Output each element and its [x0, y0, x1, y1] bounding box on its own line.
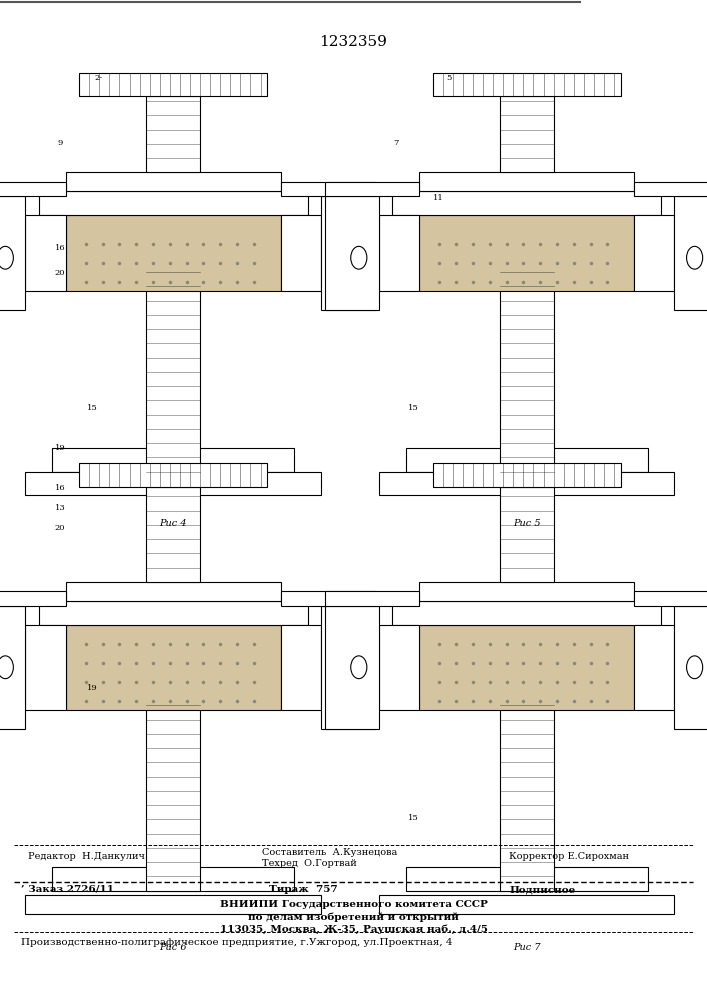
Bar — [500, 96, 554, 172]
Circle shape — [351, 246, 367, 269]
Bar — [281, 624, 321, 710]
Bar — [146, 262, 200, 472]
Text: 20: 20 — [55, 524, 65, 532]
Text: 2-: 2- — [95, 74, 103, 82]
Bar — [500, 691, 554, 891]
Text: 15: 15 — [408, 814, 419, 822]
Bar — [281, 182, 375, 196]
Bar — [66, 172, 281, 191]
Bar — [0, 606, 25, 729]
Bar — [66, 582, 281, 601]
Bar — [325, 182, 419, 196]
Bar — [379, 895, 674, 914]
Text: 9: 9 — [57, 139, 63, 147]
Bar — [392, 601, 661, 624]
Text: 7: 7 — [393, 139, 399, 147]
Bar — [25, 895, 321, 914]
Text: 11: 11 — [433, 194, 444, 202]
Bar — [52, 448, 294, 472]
Bar — [433, 463, 621, 487]
Bar — [634, 591, 707, 606]
Text: Техред  О.Гортвай: Техред О.Гортвай — [262, 859, 356, 868]
Circle shape — [686, 656, 703, 679]
Bar — [146, 487, 200, 582]
Circle shape — [351, 656, 367, 679]
Bar — [39, 601, 308, 624]
Text: 15: 15 — [86, 404, 98, 412]
Bar — [0, 182, 66, 196]
Bar — [325, 606, 379, 729]
Text: ВНИИПИ Государственного комитета СССР: ВНИИПИ Государственного комитета СССР — [220, 900, 487, 909]
Bar — [419, 172, 634, 191]
Bar — [146, 691, 200, 891]
Bar — [433, 73, 621, 96]
Circle shape — [333, 656, 349, 679]
Bar — [634, 215, 674, 291]
Text: Корректор Е.Сирохман: Корректор Е.Сирохман — [509, 852, 629, 861]
Text: 20: 20 — [55, 269, 65, 277]
Bar — [406, 867, 648, 891]
Text: Подписное: Подписное — [509, 885, 575, 894]
Text: 19: 19 — [86, 684, 98, 692]
Text: 16: 16 — [54, 244, 66, 252]
Bar — [281, 591, 375, 606]
Text: 16: 16 — [54, 484, 66, 492]
Text: 15: 15 — [408, 404, 419, 412]
Bar — [39, 191, 308, 215]
Bar — [146, 96, 200, 172]
Circle shape — [333, 246, 349, 269]
Bar — [419, 215, 634, 291]
Bar — [0, 591, 66, 606]
Bar — [392, 191, 661, 215]
Bar — [406, 448, 648, 472]
Bar — [674, 606, 707, 729]
Text: Рис 4: Рис 4 — [159, 519, 187, 528]
Bar — [25, 624, 66, 710]
Bar — [25, 472, 321, 495]
Bar — [634, 182, 707, 196]
Circle shape — [0, 246, 13, 269]
Bar — [52, 867, 294, 891]
Bar — [379, 624, 419, 710]
Bar — [325, 196, 379, 310]
Text: 5: 5 — [446, 74, 452, 82]
Bar — [281, 215, 321, 291]
Bar — [500, 487, 554, 582]
Bar — [66, 215, 281, 291]
Bar — [419, 624, 634, 710]
Text: 113035, Москва, Ж-35, Раушская наб., д.4/5: 113035, Москва, Ж-35, Раушская наб., д.4… — [220, 924, 487, 934]
Text: Производственно-полиграфическое предприятие, г.Ужгород, ул.Проектная, 4: Производственно-полиграфическое предприя… — [21, 938, 452, 947]
Bar — [0, 196, 25, 310]
Text: по делам изобретений и открытий: по делам изобретений и открытий — [248, 912, 459, 922]
Bar — [634, 624, 674, 710]
Bar — [379, 472, 674, 495]
Text: 13: 13 — [54, 504, 66, 512]
Text: Редактор  Н.Данкулич: Редактор Н.Данкулич — [28, 852, 145, 861]
Bar — [674, 196, 707, 310]
Bar — [79, 463, 267, 487]
Text: Составитель  А.Кузнецова: Составитель А.Кузнецова — [262, 848, 397, 857]
Bar — [79, 73, 267, 96]
Text: Рис 7: Рис 7 — [513, 943, 541, 952]
Bar — [321, 196, 375, 310]
Text: Рис 5: Рис 5 — [513, 519, 541, 528]
Text: 19: 19 — [54, 444, 66, 452]
Bar — [419, 582, 634, 601]
Circle shape — [686, 246, 703, 269]
Bar — [500, 262, 554, 472]
Circle shape — [0, 656, 13, 679]
Text: 1232359: 1232359 — [320, 35, 387, 49]
Bar — [321, 606, 375, 729]
Bar — [379, 215, 419, 291]
Text: Рис 6: Рис 6 — [159, 943, 187, 952]
Text: Тираж  757: Тираж 757 — [269, 885, 337, 894]
Bar — [325, 591, 419, 606]
Bar — [25, 215, 66, 291]
Bar — [66, 624, 281, 710]
Text: ’ Заказ 2726/11: ’ Заказ 2726/11 — [21, 885, 115, 894]
